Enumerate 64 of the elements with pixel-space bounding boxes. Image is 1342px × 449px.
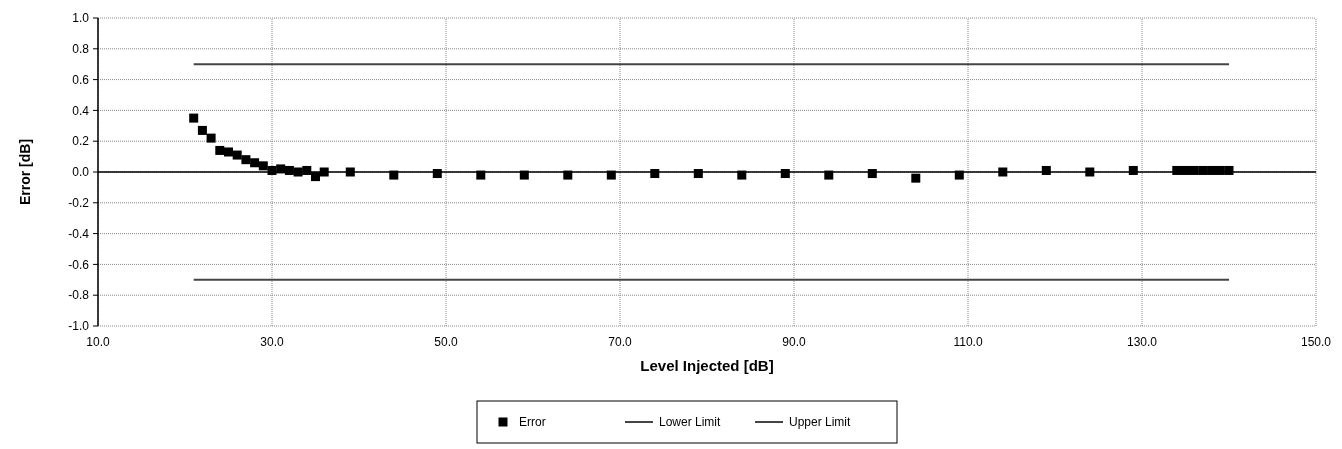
y-tick-label: -0.6 [68,257,90,272]
point [1198,165,1208,175]
point [250,158,260,168]
legend-label: Upper Limit [789,415,852,430]
point [867,169,877,179]
point [189,113,199,123]
y-tick-label: 0.2 [72,134,90,149]
point [215,145,225,155]
x-tick-label: 110.0 [953,335,983,349]
y-axis-title: Error [dB] [17,138,33,206]
point [1085,167,1095,177]
point [276,164,286,174]
y-tick-label: -1.0 [68,319,90,334]
point [224,147,233,157]
point [737,170,747,180]
point [197,125,207,135]
point [258,161,268,171]
y-tick-label: 0.6 [72,72,90,87]
point [1128,165,1138,175]
x-tick-label: 90.0 [782,335,806,349]
point [650,169,660,179]
x-tick-label: 130.0 [1126,335,1158,349]
legend-label: Error [519,415,546,430]
y-tick-label: -0.2 [68,196,90,210]
point [232,150,242,160]
point [693,169,703,179]
point [311,172,320,182]
point [345,167,355,177]
point [954,170,964,180]
point [519,170,529,180]
x-axis-title: Level Injected [dB] [640,357,774,374]
point [241,155,251,165]
point [780,169,790,179]
point [267,165,277,175]
point [1041,165,1051,175]
y-tick-label: 1.0 [72,11,90,26]
x-tick-label: 150.0 [1300,335,1332,349]
x-tick-label: 30.0 [260,335,284,349]
point [319,167,329,177]
legend-label: Lower Limit [659,415,722,430]
x-tick-label: 50.0 [434,335,458,349]
point [1215,165,1225,175]
point [293,167,303,177]
point [911,173,921,183]
y-tick-label: 0.0 [72,165,90,180]
point [1172,165,1182,175]
point [476,170,486,180]
y-tick-label: -0.4 [68,226,90,241]
point [606,170,616,180]
y-tick-label: 0.4 [72,103,90,118]
point [1207,165,1217,175]
point [284,165,294,175]
point [998,167,1008,177]
y-tick-label: 0.8 [72,42,90,56]
point [824,170,834,180]
point [1224,165,1234,175]
point [389,170,399,180]
point [302,165,312,175]
point [432,169,442,179]
x-tick-label: 10.0 [86,335,110,349]
y-tick-label: -0.8 [68,288,90,303]
x-tick-label: 70.0 [608,335,632,349]
point [206,133,216,143]
point [563,170,573,180]
